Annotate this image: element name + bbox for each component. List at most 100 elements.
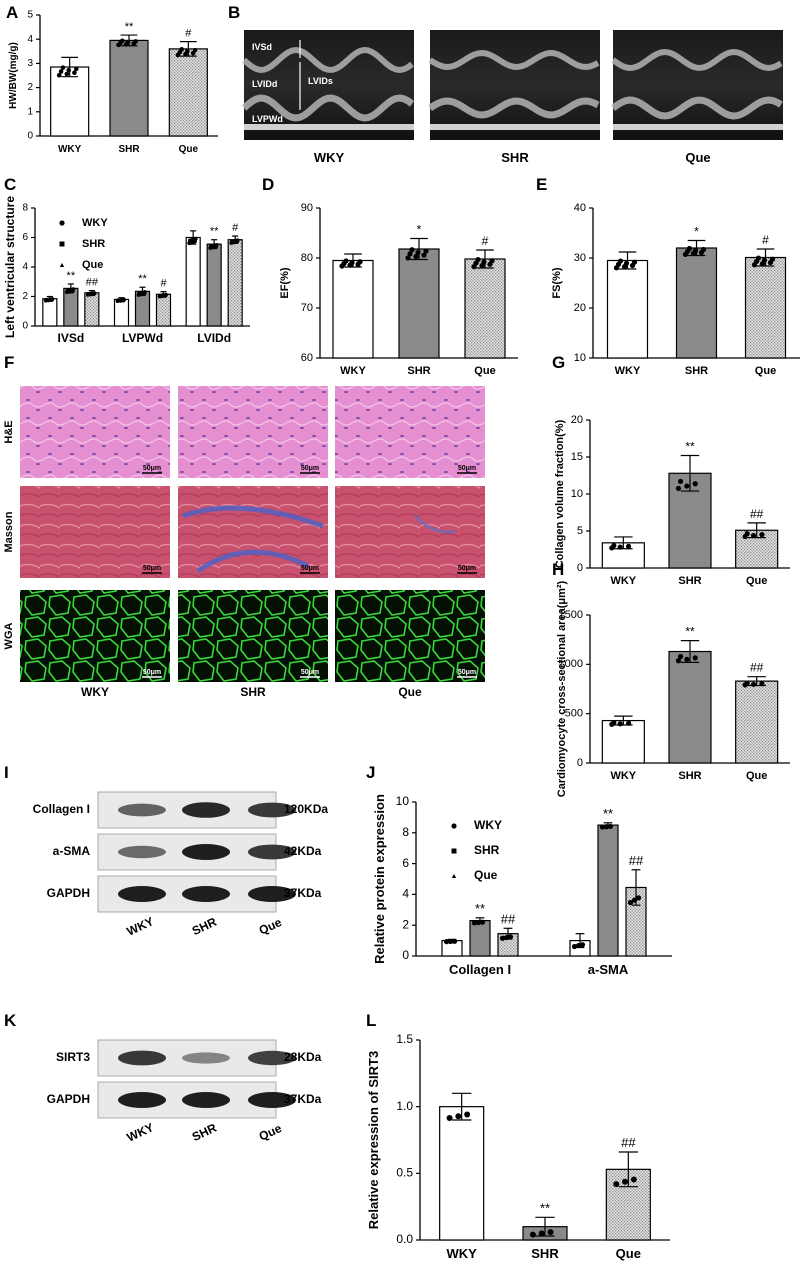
legend-marker: [451, 823, 457, 829]
data-point: [755, 255, 762, 261]
data-point: [630, 1176, 637, 1183]
blot-lane-label: Que: [257, 1121, 284, 1144]
legend-label: Que: [474, 868, 498, 882]
scale-bar-label: 50μm: [458, 465, 476, 472]
data-point: [407, 251, 413, 257]
y-tick-label: 1.5: [396, 1032, 413, 1046]
data-point: [579, 942, 586, 948]
pericardium-band: [430, 124, 600, 130]
data-point: [677, 653, 684, 660]
bar-Que: [227, 239, 243, 327]
y-tick-label: 1.0: [396, 1099, 413, 1113]
y-tick-label: 5: [27, 10, 33, 21]
fibrosis-region: [182, 505, 324, 574]
scale-bar-label: 50μm: [143, 465, 161, 472]
data-point: [464, 1111, 471, 1118]
significance-mark: #: [160, 278, 167, 290]
echo-frame: [244, 30, 414, 140]
y-tick-label: 6: [22, 232, 28, 243]
bar-SHR: [668, 650, 712, 764]
significance-mark: **: [540, 1200, 550, 1215]
blot-protein-label: SIRT3: [56, 1050, 90, 1064]
data-point: [603, 824, 610, 830]
x-tick-label: Que: [746, 575, 767, 587]
data-point: [613, 1181, 620, 1188]
data-point: [547, 1229, 554, 1236]
data-point: [133, 39, 138, 44]
y-axis-label: Relative expression of SIRT3: [366, 1051, 381, 1229]
data-point: [409, 247, 415, 253]
histology-group-label: Que: [398, 685, 422, 699]
micrograph-Masson-WKY: 50μm: [20, 486, 170, 578]
data-point: [357, 259, 363, 265]
histology-row-label: H&E: [3, 420, 15, 443]
x-tick-label: SHR: [678, 770, 701, 782]
data-point: [192, 48, 198, 53]
data-point: [744, 680, 750, 686]
scale-bar-label: 50μm: [458, 565, 476, 572]
data-point: [675, 658, 682, 664]
significance-mark: #: [185, 28, 192, 40]
blot-lane-label: Que: [257, 915, 284, 938]
data-point: [503, 934, 510, 941]
bar-WKY: [439, 1106, 485, 1241]
blot-band: [118, 886, 166, 902]
blot-kda-label: 28KDa: [284, 1050, 322, 1064]
x-tick-label: SHR: [407, 365, 430, 377]
data-point: [750, 532, 757, 539]
echo-image-Que: Que: [610, 30, 783, 165]
data-point: [235, 238, 240, 243]
y-tick-label: 3: [27, 58, 33, 69]
data-point: [479, 919, 486, 925]
scale-bar-label: 50μm: [143, 565, 161, 572]
panel-label-C: C: [4, 175, 16, 194]
significance-mark: ##: [750, 661, 764, 675]
y-axis-label: Left ventricular structure: [3, 196, 17, 338]
y-tick-label: 0: [22, 321, 28, 332]
data-point: [623, 260, 630, 266]
data-point: [193, 236, 198, 241]
data-point: [446, 1115, 453, 1121]
data-point: [631, 259, 638, 265]
panel-label-E: E: [536, 175, 547, 194]
chart-J: 0 2 4 6 8 10 Relative protein expression ** ## Co…: [372, 794, 672, 977]
micrograph: [335, 590, 485, 682]
data-point: [575, 942, 582, 949]
y-tick-label: 1500: [559, 609, 583, 621]
micrograph: [20, 386, 170, 478]
bar-WKY: [42, 298, 58, 327]
scale-bar-label: 50μm: [458, 669, 476, 676]
blot-kda-label: 37KDa: [284, 886, 322, 900]
echo-frame: [430, 30, 600, 140]
data-point: [769, 256, 776, 262]
x-tick-label: LVPWd: [122, 331, 163, 345]
data-point: [507, 934, 514, 940]
micrograph-H&E-Que: 50μm: [335, 386, 485, 478]
significance-mark: ##: [621, 1135, 636, 1150]
data-point: [214, 243, 219, 248]
data-point: [684, 656, 690, 662]
y-tick-label: 70: [301, 302, 313, 314]
histology-group-label: SHR: [240, 685, 266, 699]
data-point: [617, 258, 624, 264]
data-point: [66, 67, 72, 73]
micrograph-Masson-SHR: 50μm: [178, 486, 328, 578]
bar-SHR: [206, 243, 222, 327]
septum-trace: [428, 49, 600, 71]
data-point: [405, 255, 411, 261]
data-point: [675, 485, 682, 491]
y-tick-label: 6: [402, 856, 409, 870]
y-tick-label: 40: [574, 202, 586, 214]
data-point: [163, 292, 168, 297]
blot-kda-label: 120KDa: [284, 802, 328, 816]
data-point: [538, 1230, 545, 1237]
chart-G: 0 5 10 15 20 Collagen volume fraction(%) WKY **…: [554, 414, 790, 587]
significance-mark: #: [762, 233, 769, 247]
bar-Que: [168, 48, 208, 137]
data-point: [481, 259, 487, 265]
legend-marker: [59, 263, 65, 267]
panel-label-G: G: [552, 353, 565, 372]
data-point: [617, 544, 623, 550]
data-point: [50, 297, 55, 302]
significance-mark: ##: [750, 507, 764, 521]
